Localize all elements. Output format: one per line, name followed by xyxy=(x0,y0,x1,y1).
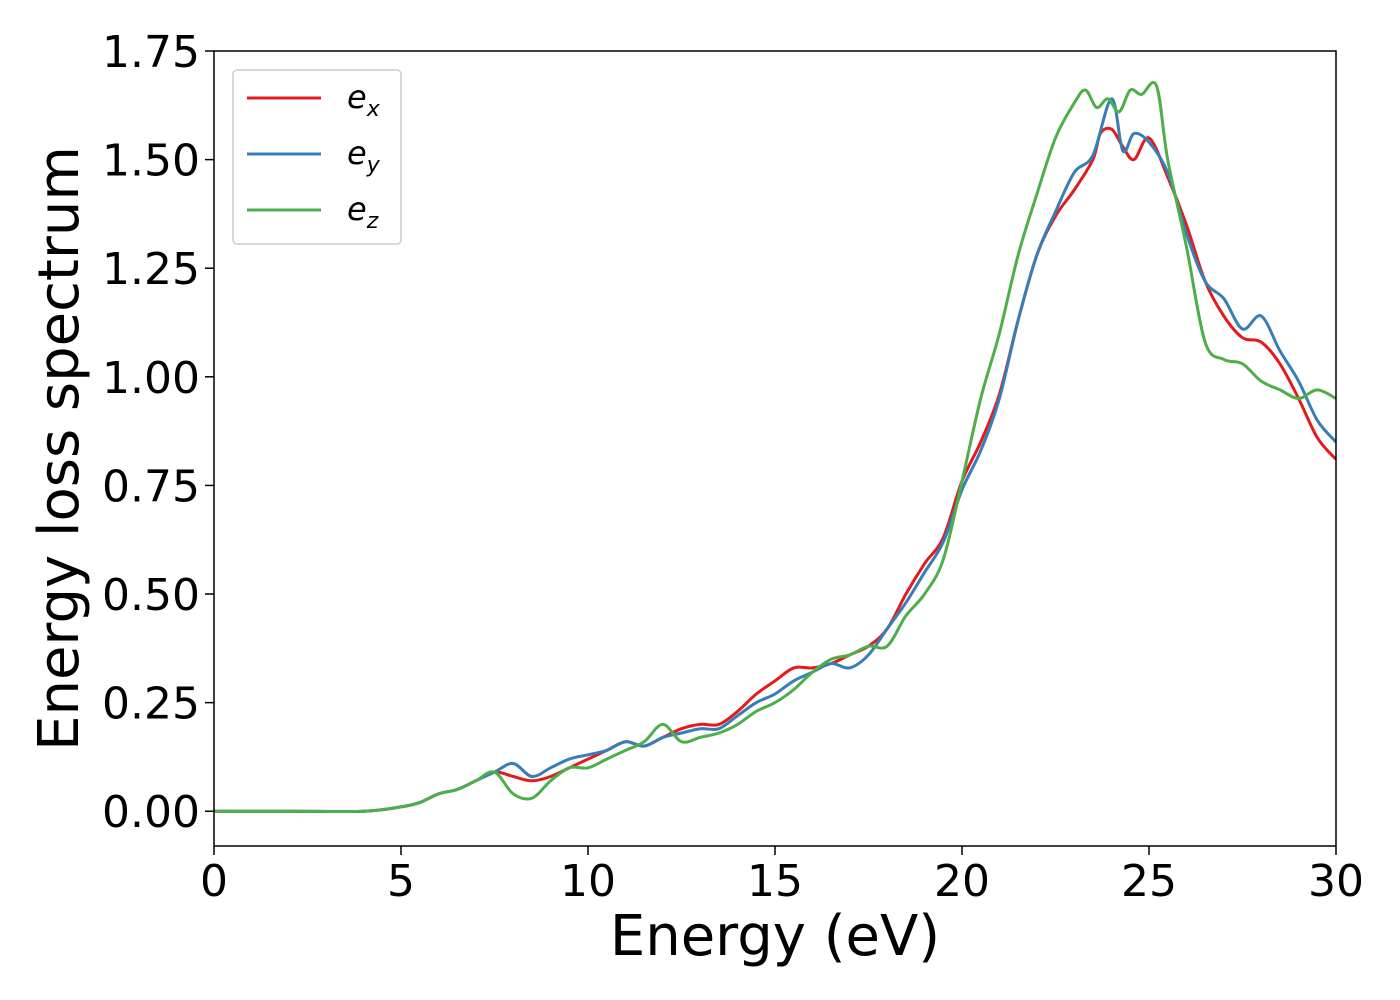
y-tick-label: 1.50 xyxy=(102,136,200,187)
series-line-ez xyxy=(214,80,1336,814)
series-line-ey xyxy=(214,97,1336,814)
x-tick-label: 0 xyxy=(200,856,228,907)
x-tick-label: 15 xyxy=(747,856,803,907)
legend-label-base: e xyxy=(347,190,367,228)
y-tick-label: 0.00 xyxy=(102,787,200,838)
legend-label-subscript: z xyxy=(366,209,379,234)
legend-box xyxy=(232,69,402,245)
y-tick-label: 0.50 xyxy=(102,570,200,621)
y-tick-label: 1.25 xyxy=(102,244,200,295)
x-tick-label: 25 xyxy=(1121,856,1177,907)
y-axis-label: Energy loss spectrum xyxy=(27,146,92,751)
x-axis-label: Energy (eV) xyxy=(610,904,940,969)
x-axis-ticks: 0 5 10 15 20 25 30 xyxy=(200,846,1364,907)
x-tick-label: 10 xyxy=(560,856,616,907)
y-axis-ticks: 0.00 0.25 0.50 0.75 1.00 1.25 1.50 1.75 xyxy=(102,27,214,838)
y-tick-label: 1.00 xyxy=(102,353,200,404)
y-tick-label: 1.75 xyxy=(102,27,200,78)
legend-label-subscript: x xyxy=(366,97,381,122)
legend-label-ey: ey xyxy=(347,134,381,178)
x-tick-label: 20 xyxy=(934,856,990,907)
y-tick-label: 0.25 xyxy=(102,679,200,730)
series-layer xyxy=(214,80,1336,814)
x-tick-label: 30 xyxy=(1308,856,1364,907)
legend-label-base: e xyxy=(347,78,367,116)
legend-label-ez: ez xyxy=(347,190,379,234)
x-tick-label: 5 xyxy=(387,856,415,907)
legend-label-base: e xyxy=(347,134,367,172)
legend-label-ex: ex xyxy=(347,78,381,122)
y-tick-label: 0.75 xyxy=(102,461,200,512)
legend-label-subscript: y xyxy=(366,153,381,178)
